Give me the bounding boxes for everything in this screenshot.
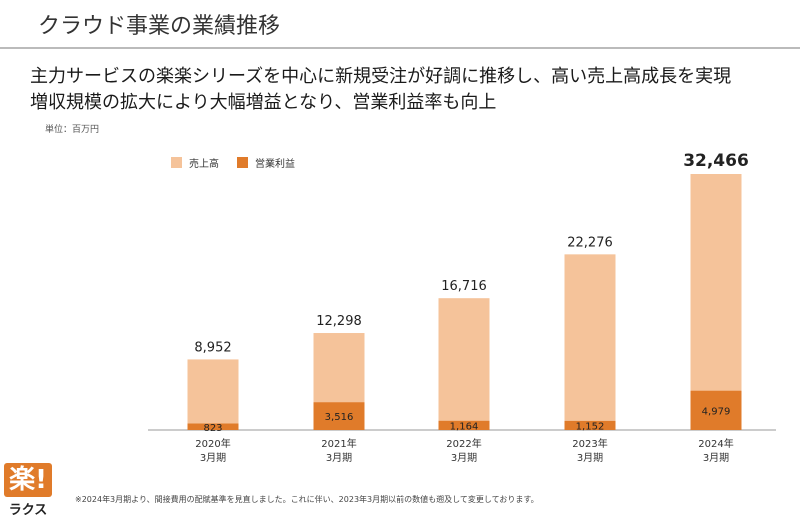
logo-mark: 楽! (4, 463, 52, 497)
legend-item-profit: 営業利益 (237, 155, 295, 170)
x-tick-label: 2020年 (195, 437, 230, 450)
data-label-profit: 1,152 (576, 421, 605, 432)
data-label-profit: 823 (203, 423, 222, 434)
data-label-profit: 3,516 (325, 412, 354, 423)
legend-item-sales: 売上高 (171, 155, 219, 170)
data-label-sales: 16,716 (441, 279, 487, 294)
legend-label-profit: 営業利益 (255, 159, 295, 170)
headline-line-1: 主力サービスの楽楽シリーズを中心に新規受注が好調に推移し、高い売上高成長を実現 (30, 66, 732, 87)
data-label-profit: 4,979 (702, 406, 731, 417)
x-tick-label: 3月期 (577, 452, 603, 464)
bar-sales (564, 254, 616, 430)
unit-label: 単位：百万円 (45, 125, 100, 135)
legend-label-sales: 売上高 (189, 159, 219, 170)
bar-profit (564, 420, 616, 430)
x-tick-label: 2022年 (446, 437, 481, 450)
legend-swatch-sales (171, 157, 182, 168)
x-tick-label: 3月期 (200, 452, 226, 464)
x-tick-label: 2024年 (698, 437, 733, 450)
x-tick-label: 2021年 (321, 437, 356, 450)
data-label-sales: 32,466 (683, 151, 749, 171)
chart-legend: 売上高 営業利益 (171, 155, 313, 170)
bar-profit (690, 390, 742, 430)
x-tick-label: 3月期 (451, 452, 477, 464)
x-tick-label: 3月期 (703, 452, 729, 464)
legend-swatch-profit (237, 157, 248, 168)
logo-name: ラクス (8, 503, 48, 518)
bar-sales (187, 359, 239, 430)
data-label-profit: 1,164 (450, 421, 479, 432)
data-label-sales: 22,276 (567, 235, 613, 250)
x-tick-label: 3月期 (326, 452, 352, 464)
title-divider (0, 47, 800, 49)
bar-profit (187, 423, 239, 430)
headline-line-2: 増収規模の拡大により大幅増益となり、営業利益率も向上 (30, 92, 497, 113)
bar-sales (690, 174, 742, 430)
page-title: クラウド事業の業績推移 (38, 14, 281, 39)
data-label-sales: 8,952 (194, 340, 231, 355)
company-logo: 楽! ラクス (4, 463, 52, 518)
headline: 主力サービスの楽楽シリーズを中心に新規受注が好調に推移し、高い売上高成長を実現 … (30, 64, 790, 116)
data-label-sales: 12,298 (316, 314, 362, 329)
bar-profit (438, 420, 490, 430)
x-tick-label: 2023年 (572, 437, 607, 450)
bar-profit (313, 402, 365, 430)
bar-sales (438, 298, 490, 430)
footnote: ※2024年3月期より、間接費用の配賦基準を見直しました。これに伴い、2023年… (75, 495, 539, 504)
